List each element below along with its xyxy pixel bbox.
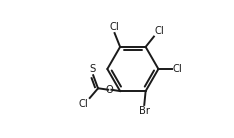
Text: Cl: Cl: [79, 99, 89, 109]
Text: Cl: Cl: [110, 22, 120, 32]
Text: Cl: Cl: [154, 26, 164, 36]
Text: S: S: [89, 64, 96, 74]
Text: O: O: [106, 85, 114, 95]
Text: Br: Br: [139, 106, 150, 116]
Text: Cl: Cl: [173, 64, 182, 74]
